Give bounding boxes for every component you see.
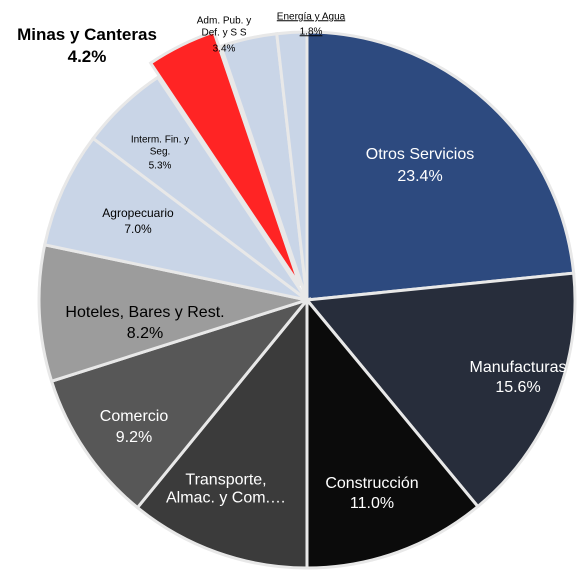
pie-slice [42, 136, 308, 302]
pie-slice [304, 271, 577, 509]
slice-label: Otros Servicios [365, 145, 475, 163]
slice-label: Adm. Pub. y Def. y S S [196, 15, 252, 39]
pie-slice [135, 295, 309, 570]
pie-slice [91, 75, 309, 302]
slice-label: Manufacturas [469, 358, 567, 376]
value-label: 8.2% [126, 324, 164, 342]
slice-label: Comercio [99, 407, 169, 425]
value-label: 1.8% [299, 26, 323, 38]
pie-slice [148, 29, 302, 287]
value-label: 11.0% [349, 494, 395, 512]
slice-label: Hoteles, Bares y Rest. [65, 303, 225, 321]
value-label: 7.0% [124, 222, 152, 237]
value-label: 23.4% [397, 167, 443, 185]
slice-label: Agropecuario [102, 206, 174, 221]
value-label: 4.2% [67, 47, 107, 67]
pie-slice [305, 30, 576, 302]
slice-label: Interm. Fin. y Seg. [130, 134, 190, 158]
value-label: 9.2% [115, 428, 153, 446]
pie-slice [275, 30, 309, 301]
value-label: 3.4% [212, 43, 236, 55]
slice-label: Minas y Canteras [17, 25, 157, 45]
pie-slice [37, 243, 313, 384]
pie-slice [305, 295, 480, 570]
slice-label: Energía y Agua [276, 11, 346, 23]
value-label: 5.3% [148, 160, 172, 172]
slice-label: Transporte, Almac. y Com.… [165, 471, 287, 507]
pie-slice [49, 297, 312, 510]
slice-label: Construcción [325, 474, 419, 492]
value-label: 15.6% [495, 378, 541, 396]
